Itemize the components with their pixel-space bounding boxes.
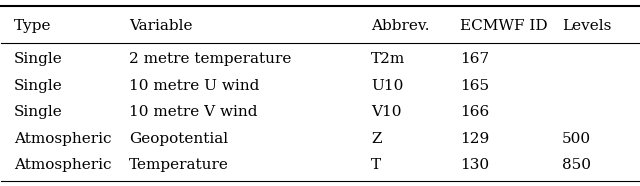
Text: Levels: Levels xyxy=(562,19,611,33)
Text: Variable: Variable xyxy=(129,19,193,33)
Text: 167: 167 xyxy=(460,52,490,66)
Text: 165: 165 xyxy=(460,79,490,93)
Text: 129: 129 xyxy=(460,132,490,146)
Text: Single: Single xyxy=(14,105,63,119)
Text: T: T xyxy=(371,158,381,172)
Text: 10 metre U wind: 10 metre U wind xyxy=(129,79,259,93)
Text: Single: Single xyxy=(14,79,63,93)
Text: Z: Z xyxy=(371,132,381,146)
Text: T2m: T2m xyxy=(371,52,405,66)
Text: 500: 500 xyxy=(562,132,591,146)
Text: V10: V10 xyxy=(371,105,401,119)
Text: ECMWF ID: ECMWF ID xyxy=(460,19,548,33)
Text: Atmospheric: Atmospheric xyxy=(14,158,111,172)
Text: Temperature: Temperature xyxy=(129,158,228,172)
Text: 2 metre temperature: 2 metre temperature xyxy=(129,52,291,66)
Text: 10 metre V wind: 10 metre V wind xyxy=(129,105,257,119)
Text: Type: Type xyxy=(14,19,52,33)
Text: U10: U10 xyxy=(371,79,403,93)
Text: 850: 850 xyxy=(562,158,591,172)
Text: Atmospheric: Atmospheric xyxy=(14,132,111,146)
Text: Single: Single xyxy=(14,52,63,66)
Text: 166: 166 xyxy=(460,105,490,119)
Text: 130: 130 xyxy=(460,158,490,172)
Text: Geopotential: Geopotential xyxy=(129,132,228,146)
Text: Abbrev.: Abbrev. xyxy=(371,19,429,33)
